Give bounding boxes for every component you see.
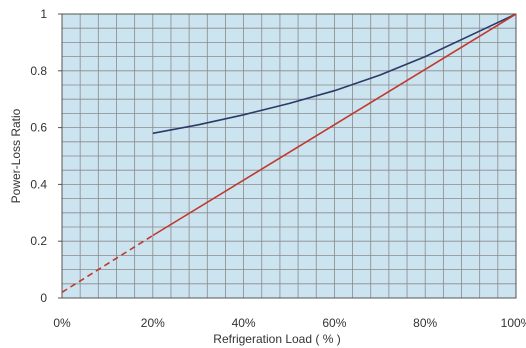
y-tick-label: 0.4 <box>30 177 47 191</box>
y-tick-label: 0.2 <box>30 234 47 248</box>
grid-lines <box>62 14 516 298</box>
series-line-2 <box>61 234 154 293</box>
x-tick-label: 40% <box>232 316 256 330</box>
series-line-3 <box>152 13 517 237</box>
y-tick-label: 1 <box>40 7 47 21</box>
y-tick-label: 0.8 <box>30 64 47 78</box>
series-line-1 <box>152 13 517 135</box>
x-axis-label: Refrigeration Load ( % ) <box>213 332 340 346</box>
x-tick-label: 100% <box>501 316 526 330</box>
y-tick-label: 0.6 <box>30 121 47 135</box>
y-axis-label: Power-Loss Ratio <box>9 108 23 203</box>
x-tick-label: 60% <box>322 316 346 330</box>
axes <box>58 13 517 299</box>
x-tick-label: 80% <box>413 316 437 330</box>
y-tick-label: 0 <box>40 291 47 305</box>
series-lines <box>61 13 517 293</box>
x-tick-label: 20% <box>141 316 165 330</box>
plot-border <box>61 13 517 299</box>
tick-labels: 0% 20% 40% 60% 80% 100% 0 0.2 0.4 0.6 0.8 1 <box>30 7 526 330</box>
x-tick-label: 0% <box>53 316 71 330</box>
